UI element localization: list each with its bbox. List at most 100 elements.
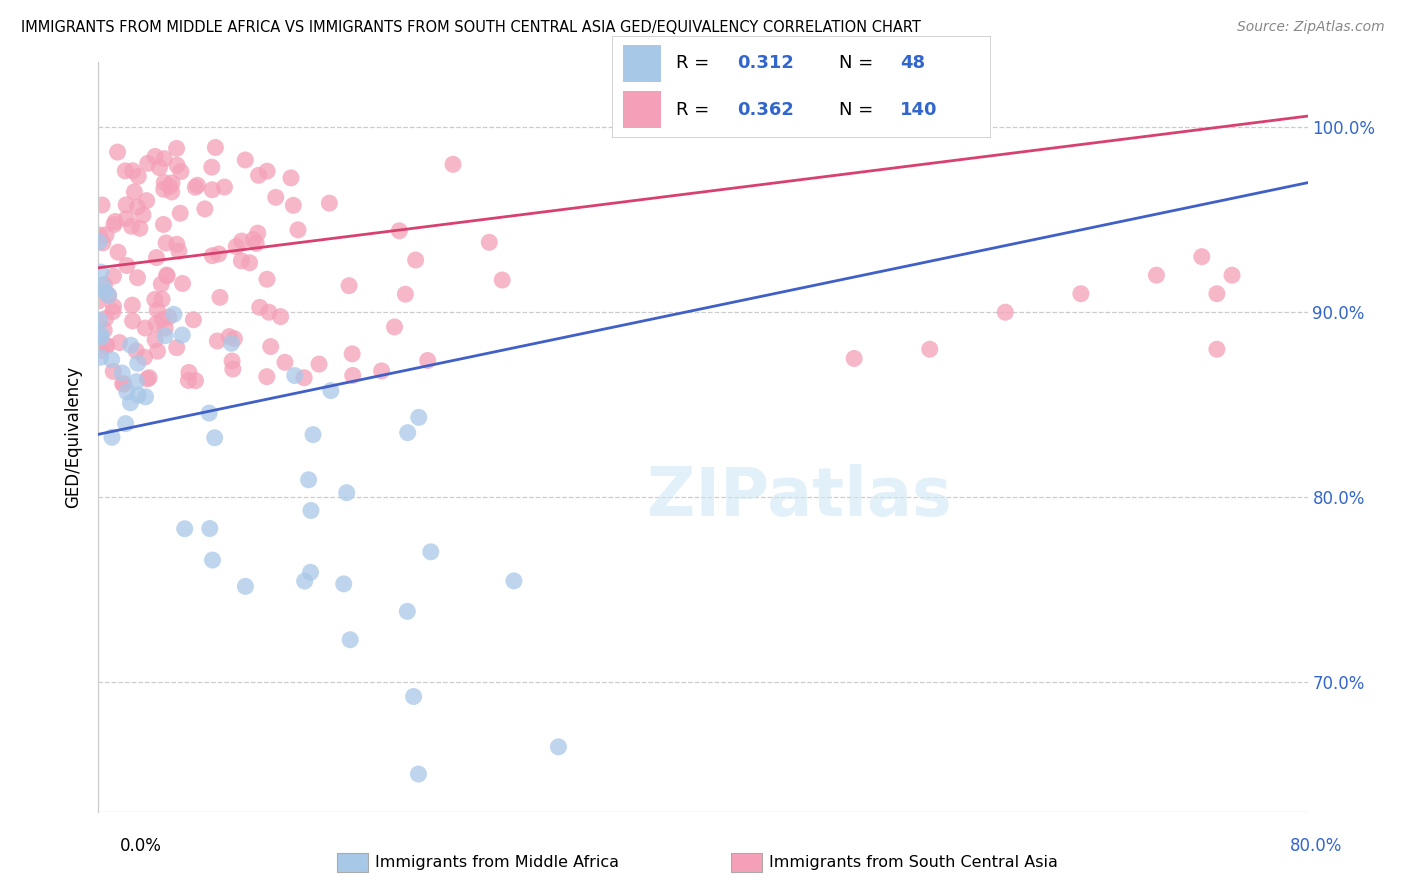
Point [115, 384, 138, 399]
Point [1070, 286, 1092, 301]
Point [153, 321, 176, 335]
Point [135, 390, 157, 404]
Point [111, 376, 134, 391]
Point [114, 417, 136, 431]
Point [97, 288, 120, 302]
Point [157, 310, 180, 324]
Point [201, 160, 224, 174]
Point [169, 206, 191, 220]
Point [208, 290, 231, 304]
Point [129, 221, 152, 235]
Point [121, 163, 143, 178]
Point [167, 244, 190, 259]
Point [201, 553, 224, 567]
Point [256, 164, 278, 178]
Point [150, 292, 173, 306]
Text: Immigrants from Middle Africa: Immigrants from Middle Africa [375, 855, 620, 870]
Point [101, 304, 124, 318]
Point [160, 176, 183, 190]
Point [156, 268, 179, 283]
Point [138, 370, 160, 384]
Point [150, 312, 173, 326]
Point [112, 377, 135, 392]
Point [96, 338, 118, 352]
Point [132, 208, 155, 222]
Point [166, 341, 188, 355]
Point [127, 270, 149, 285]
Point [339, 632, 361, 647]
Point [103, 218, 125, 232]
FancyBboxPatch shape [623, 91, 661, 128]
Point [183, 312, 205, 326]
Point [125, 343, 148, 358]
Point [194, 202, 217, 216]
Point [231, 234, 253, 248]
Point [143, 149, 166, 163]
Point [441, 157, 464, 171]
Point [257, 305, 280, 319]
Point [97, 288, 120, 302]
Point [90, 327, 112, 342]
Point [134, 350, 156, 364]
Text: 0.362: 0.362 [737, 101, 794, 119]
Point [100, 352, 122, 367]
Point [136, 156, 159, 170]
Point [111, 366, 134, 380]
Point [204, 431, 226, 445]
Point [94, 285, 117, 299]
Text: N =: N = [839, 101, 879, 119]
Point [120, 338, 142, 352]
Point [405, 252, 427, 267]
Point [207, 334, 229, 348]
Point [198, 406, 221, 420]
Point [124, 185, 146, 199]
Point [152, 218, 174, 232]
Point [294, 574, 316, 588]
Point [160, 185, 183, 199]
Point [107, 145, 129, 159]
Point [115, 259, 138, 273]
Point [94, 311, 117, 326]
Text: 0.312: 0.312 [737, 54, 794, 72]
Point [218, 329, 240, 343]
Point [177, 366, 200, 380]
Point [89, 313, 111, 327]
Point [136, 372, 159, 386]
Text: Immigrants from South Central Asia: Immigrants from South Central Asia [769, 855, 1057, 870]
Point [127, 388, 149, 402]
Point [318, 196, 340, 211]
Point [184, 180, 207, 194]
Point [134, 321, 156, 335]
Point [184, 374, 207, 388]
Point [87, 293, 110, 308]
Point [396, 425, 419, 440]
Point [127, 356, 149, 370]
Point [256, 272, 278, 286]
Point [994, 305, 1017, 319]
Point [135, 194, 157, 208]
Point [419, 545, 441, 559]
Point [155, 328, 177, 343]
Point [1206, 342, 1229, 356]
Point [332, 577, 354, 591]
Point [402, 690, 425, 704]
FancyBboxPatch shape [612, 36, 991, 138]
Point [145, 317, 167, 331]
Point [146, 344, 169, 359]
Point [172, 328, 194, 343]
Point [90, 330, 112, 344]
Point [1220, 268, 1243, 283]
Point [115, 211, 138, 226]
Point [246, 226, 269, 240]
Point [231, 253, 253, 268]
Point [91, 198, 114, 212]
Point [93, 277, 115, 292]
Text: 0.0%: 0.0% [120, 837, 162, 855]
Point [177, 374, 200, 388]
Point [166, 141, 188, 155]
Point [170, 164, 193, 178]
Point [127, 200, 149, 214]
Point [145, 251, 167, 265]
Point [342, 368, 364, 383]
Point [94, 227, 117, 242]
